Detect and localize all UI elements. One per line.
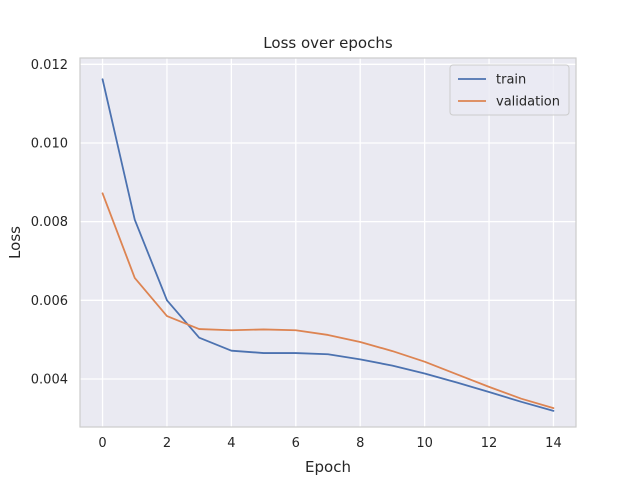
legend-label-validation: validation xyxy=(496,95,560,110)
y-tick-label: 0.004 xyxy=(31,373,68,388)
x-tick-label: 14 xyxy=(545,436,562,451)
y-tick-label: 0.006 xyxy=(31,294,68,309)
y-tick-label: 0.012 xyxy=(31,58,68,73)
legend-box xyxy=(449,64,570,116)
grid-lines xyxy=(80,58,576,427)
x-tick-label: 4 xyxy=(227,436,235,451)
legend-items: train validation xyxy=(458,73,560,110)
plot-frame xyxy=(79,57,577,428)
legend-label-train: train xyxy=(496,73,526,88)
y-axis-ticks: 0.004 0.006 0.008 0.010 0.012 xyxy=(31,58,68,388)
x-axis-label: Epoch xyxy=(305,458,351,476)
x-tick-label: 10 xyxy=(416,436,433,451)
series-line-train xyxy=(101,78,555,412)
series-line-validation xyxy=(101,192,555,410)
plot-area xyxy=(80,58,576,427)
legend: train validation xyxy=(449,64,570,116)
x-axis-ticks: 0 2 4 6 8 10 12 14 xyxy=(98,436,561,451)
chart-title: Loss over epochs xyxy=(263,34,393,52)
y-tick-label: 0.010 xyxy=(31,136,68,151)
x-tick-label: 0 xyxy=(98,436,106,451)
x-tick-label: 6 xyxy=(292,436,300,451)
x-tick-label: 12 xyxy=(481,436,498,451)
y-axis-label: Loss xyxy=(6,226,24,259)
series-lines xyxy=(101,78,555,412)
y-tick-label: 0.008 xyxy=(31,215,68,230)
x-tick-label: 8 xyxy=(356,436,364,451)
x-tick-label: 2 xyxy=(163,436,171,451)
